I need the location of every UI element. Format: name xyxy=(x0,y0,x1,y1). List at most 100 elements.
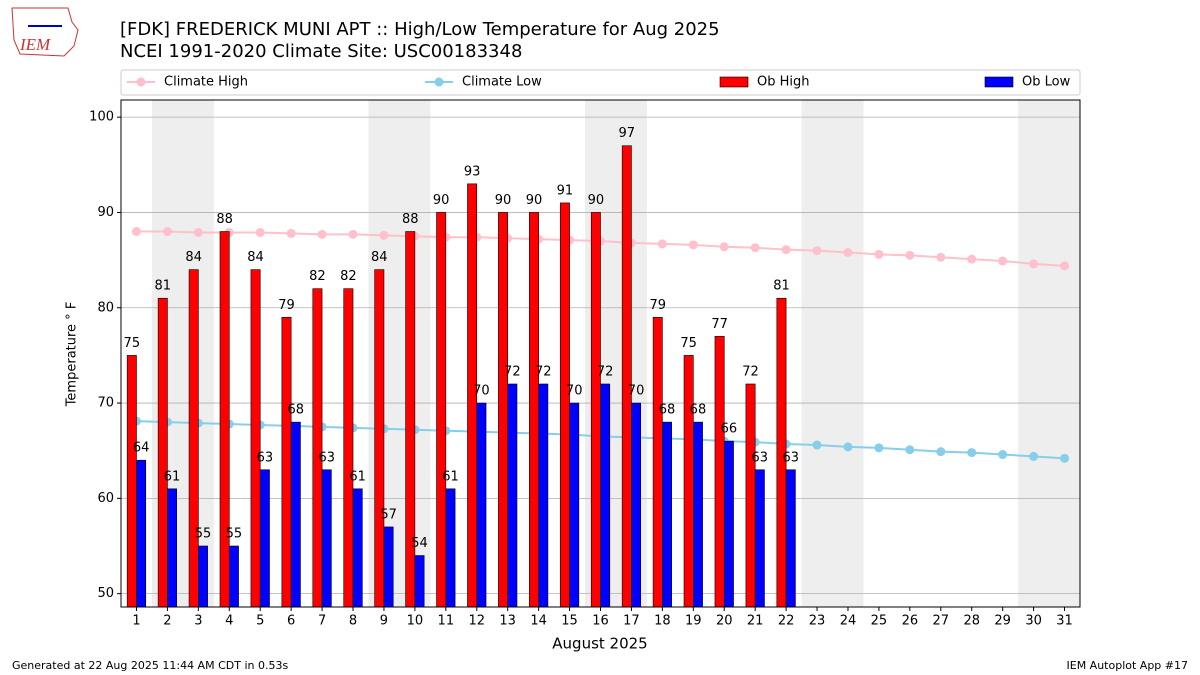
x-tick-label: 5 xyxy=(256,614,264,629)
chart-title: [FDK] FREDERICK MUNI APT :: High/Low Tem… xyxy=(120,19,720,40)
bar xyxy=(662,421,672,608)
x-tick-label: 15 xyxy=(561,614,578,629)
value-label: 93 xyxy=(464,164,481,179)
x-tick-label: 31 xyxy=(1056,614,1073,629)
value-label: 97 xyxy=(619,126,636,141)
value-label: 72 xyxy=(535,364,552,379)
bar xyxy=(157,297,168,608)
value-label: 82 xyxy=(340,269,357,284)
value-label: 79 xyxy=(278,298,295,313)
climate-point xyxy=(967,448,977,458)
climate-point xyxy=(905,250,915,260)
legend-swatch xyxy=(719,76,749,88)
climate-point xyxy=(1060,261,1070,271)
value-label: 55 xyxy=(195,527,212,542)
bar xyxy=(538,383,549,608)
x-tick-label: 16 xyxy=(592,614,609,629)
logo-outline xyxy=(11,7,79,57)
weekend-band xyxy=(1018,100,1080,607)
value-label: 88 xyxy=(402,212,419,227)
climate-point xyxy=(812,440,822,450)
bar xyxy=(652,316,663,608)
value-label: 84 xyxy=(371,250,388,265)
x-tick-label: 25 xyxy=(871,614,888,629)
bar xyxy=(321,469,332,608)
x-tick-label: 30 xyxy=(1025,614,1042,629)
bar xyxy=(785,469,796,608)
climate-point xyxy=(843,247,853,257)
climate-point xyxy=(719,242,729,252)
legend-swatch xyxy=(984,76,1014,88)
value-label: 82 xyxy=(309,269,326,284)
bar xyxy=(281,316,292,608)
bar xyxy=(136,459,147,608)
value-label: 81 xyxy=(773,279,790,294)
bar xyxy=(436,212,447,608)
bar xyxy=(498,212,508,608)
bar xyxy=(352,488,363,608)
x-tick-label: 27 xyxy=(933,614,950,629)
climate-point xyxy=(781,245,791,255)
x-tick-label: 23 xyxy=(809,614,826,629)
climate-point xyxy=(936,447,946,457)
x-tick-label: 29 xyxy=(994,614,1011,629)
y-tick-label: 60 xyxy=(97,491,114,506)
value-label: 68 xyxy=(288,403,305,418)
value-label: 61 xyxy=(442,469,459,484)
chart-subtitle: NCEI 1991-2020 Climate Site: USC00183348 xyxy=(120,41,522,62)
x-tick-label: 19 xyxy=(685,614,702,629)
bar xyxy=(188,269,199,608)
value-label: 63 xyxy=(257,450,274,465)
value-label: 81 xyxy=(154,279,171,294)
bar xyxy=(507,383,518,608)
footer-right: IEM Autoplot App #17 xyxy=(1067,659,1189,672)
climate-point xyxy=(286,228,296,238)
x-tick-label: 4 xyxy=(225,614,233,629)
bar xyxy=(312,288,323,608)
climate-point xyxy=(131,227,141,237)
value-label: 68 xyxy=(659,403,676,418)
value-label: 54 xyxy=(411,536,428,551)
x-tick-label: 24 xyxy=(840,614,857,629)
value-label: 75 xyxy=(680,336,697,351)
x-tick-label: 9 xyxy=(380,614,388,629)
x-tick-label: 14 xyxy=(530,614,547,629)
bar xyxy=(250,269,261,608)
y-tick-label: 80 xyxy=(97,300,114,315)
bar xyxy=(476,402,487,608)
climate-point xyxy=(193,227,203,237)
climate-point xyxy=(379,230,389,240)
bar xyxy=(723,440,734,608)
climate-point xyxy=(874,443,884,453)
climate-point xyxy=(688,240,698,250)
bar xyxy=(714,336,725,608)
bar xyxy=(414,555,425,608)
value-label: 57 xyxy=(380,507,397,522)
x-tick-label: 20 xyxy=(716,614,733,629)
climate-point xyxy=(874,249,884,259)
bar xyxy=(529,212,539,608)
bar xyxy=(693,421,703,608)
x-tick-label: 8 xyxy=(349,614,357,629)
x-tick-label: 10 xyxy=(407,614,424,629)
legend-swatch xyxy=(434,77,444,87)
legend-swatch xyxy=(136,77,146,87)
value-label: 90 xyxy=(526,193,543,208)
x-tick-label: 13 xyxy=(499,614,516,629)
bar xyxy=(290,421,301,608)
bar xyxy=(374,269,385,608)
value-label: 63 xyxy=(752,450,769,465)
bar xyxy=(621,145,632,608)
plot-frame xyxy=(120,99,1081,608)
value-label: 77 xyxy=(711,317,728,332)
value-label: 63 xyxy=(318,450,335,465)
x-tick-label: 7 xyxy=(318,614,326,629)
y-tick-label: 90 xyxy=(97,205,114,220)
value-label: 84 xyxy=(247,250,264,265)
value-label: 90 xyxy=(495,193,512,208)
value-label: 88 xyxy=(216,212,233,227)
climate-point xyxy=(1029,451,1039,461)
x-tick-label: 2 xyxy=(163,614,171,629)
climate-point xyxy=(162,227,172,237)
logo: IEM xyxy=(11,7,79,57)
